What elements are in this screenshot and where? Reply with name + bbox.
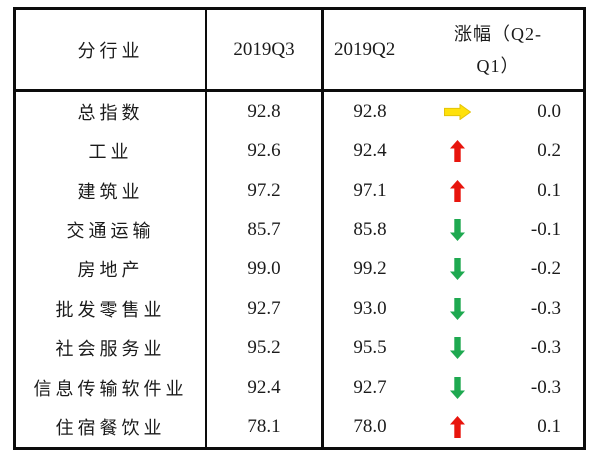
change-value: -0.3 <box>530 297 561 319</box>
q2-value: 93.0 <box>353 297 387 319</box>
industry-label: 工业 <box>88 142 133 163</box>
up-arrow-icon <box>416 140 498 163</box>
table-row: 总指数 92.8 92.8 0.0 <box>16 92 583 132</box>
q3-cell: 92.4 <box>207 368 324 408</box>
q3-value: 97.2 <box>247 179 281 201</box>
down-arrow-icon <box>416 297 498 320</box>
table-row: 住宿餐饮业 78.1 78.0 0.1 <box>16 407 583 447</box>
header-industry-cell: 分行业 <box>16 10 207 89</box>
q2-change-cell: 92.7 -0.3 <box>324 368 583 407</box>
industry-label: 批发零售业 <box>55 299 166 320</box>
industry-cell: 总指数 <box>16 92 207 132</box>
header-q2-change-cell: 2019Q2 涨幅（Q2- Q1） <box>324 10 583 89</box>
industry-cell: 信息传输软件业 <box>16 368 207 408</box>
industry-label: 交通运输 <box>66 221 155 242</box>
q3-value: 92.7 <box>247 297 281 319</box>
industry-label: 住宿餐饮业 <box>55 418 166 439</box>
q3-cell: 92.7 <box>207 289 324 329</box>
q3-cell: 95.2 <box>207 328 324 369</box>
q2-change-cell: 92.8 0.0 <box>324 92 583 131</box>
q3-value: 99.0 <box>247 258 281 280</box>
change-value: 0.2 <box>537 140 561 162</box>
table-header-row: 分行业 2019Q3 2019Q2 涨幅（Q2- Q1） <box>16 10 583 92</box>
change-value: 0.0 <box>537 100 561 122</box>
q2-value: 97.1 <box>353 179 387 201</box>
q2-change-cell: 92.4 0.2 <box>324 131 583 170</box>
q3-cell: 97.2 <box>207 170 324 211</box>
industry-cell: 房地产 <box>16 249 207 290</box>
industry-cell: 社会服务业 <box>16 328 207 369</box>
down-arrow-icon <box>416 337 498 360</box>
q2-change-cell: 97.1 0.1 <box>324 171 583 210</box>
table-row: 建筑业 97.2 97.1 0.1 <box>16 170 583 211</box>
q2-change-cell: 95.5 -0.3 <box>324 329 583 368</box>
q3-value: 92.4 <box>247 376 281 398</box>
down-arrow-icon <box>416 219 498 242</box>
down-arrow-icon <box>416 376 498 399</box>
q3-cell: 85.7 <box>207 210 324 250</box>
q2-value: 92.4 <box>353 140 387 162</box>
industry-label: 房地产 <box>77 260 144 281</box>
q3-cell: 92.6 <box>207 131 324 171</box>
industry-index-table: 分行业 2019Q3 2019Q2 涨幅（Q2- Q1） 总指数 92.8 92… <box>13 7 586 450</box>
q3-cell: 92.8 <box>207 92 324 132</box>
table-row: 社会服务业 95.2 95.5 -0.3 <box>16 328 583 369</box>
change-value: -0.1 <box>530 219 561 241</box>
right-arrow-icon <box>416 103 498 120</box>
change-value: -0.3 <box>530 337 561 359</box>
table-row: 信息传输软件业 92.4 92.7 -0.3 <box>16 368 583 408</box>
q2-value: 99.2 <box>353 258 387 280</box>
q2-change-cell: 78.0 0.1 <box>324 408 583 447</box>
table-row: 交通运输 85.7 85.8 -0.1 <box>16 210 583 250</box>
header-change-line1: 涨幅（Q2- <box>454 23 542 44</box>
q2-value: 95.5 <box>353 337 387 359</box>
industry-label: 社会服务业 <box>55 339 166 360</box>
industry-cell: 工业 <box>16 131 207 171</box>
q3-value: 95.2 <box>247 337 281 359</box>
q2-value: 92.8 <box>353 100 387 122</box>
change-value: 0.1 <box>537 179 561 201</box>
up-arrow-icon <box>416 416 498 439</box>
header-q3-cell: 2019Q3 <box>207 10 324 89</box>
q3-cell: 99.0 <box>207 249 324 290</box>
table-row: 房地产 99.0 99.2 -0.2 <box>16 249 583 290</box>
q3-value: 85.7 <box>247 219 281 241</box>
q2-change-cell: 85.8 -0.1 <box>324 210 583 249</box>
q3-value: 92.6 <box>247 140 281 162</box>
header-change-label: 涨幅（Q2- Q1） <box>427 18 569 82</box>
industry-label: 建筑业 <box>77 181 144 202</box>
header-change-line2: Q1） <box>476 55 520 76</box>
down-arrow-icon <box>416 258 498 281</box>
industry-label: 总指数 <box>77 102 144 123</box>
table-row: 工业 92.6 92.4 0.2 <box>16 131 583 171</box>
table-body: 总指数 92.8 92.8 0.0 工业 92.6 92.4 0.2 建筑业 9… <box>16 92 583 447</box>
change-value: -0.2 <box>530 258 561 280</box>
up-arrow-icon <box>416 179 498 202</box>
header-q2-label: 2019Q2 <box>334 38 396 60</box>
header-industry-label: 分行业 <box>77 40 144 61</box>
q3-value: 92.8 <box>247 100 281 122</box>
industry-cell: 建筑业 <box>16 170 207 211</box>
q2-value: 78.0 <box>353 416 387 438</box>
q3-cell: 78.1 <box>207 407 324 447</box>
q2-change-cell: 99.2 -0.2 <box>324 250 583 289</box>
table-row: 批发零售业 92.7 93.0 -0.3 <box>16 289 583 329</box>
q2-change-cell: 93.0 -0.3 <box>324 289 583 328</box>
header-q3-label: 2019Q3 <box>233 38 295 60</box>
industry-cell: 住宿餐饮业 <box>16 407 207 447</box>
q3-value: 78.1 <box>247 416 281 438</box>
change-value: -0.3 <box>530 376 561 398</box>
industry-label: 信息传输软件业 <box>33 378 188 399</box>
change-value: 0.1 <box>537 416 561 438</box>
industry-cell: 交通运输 <box>16 210 207 250</box>
q2-value: 92.7 <box>353 376 387 398</box>
industry-cell: 批发零售业 <box>16 289 207 329</box>
q2-value: 85.8 <box>353 219 387 241</box>
